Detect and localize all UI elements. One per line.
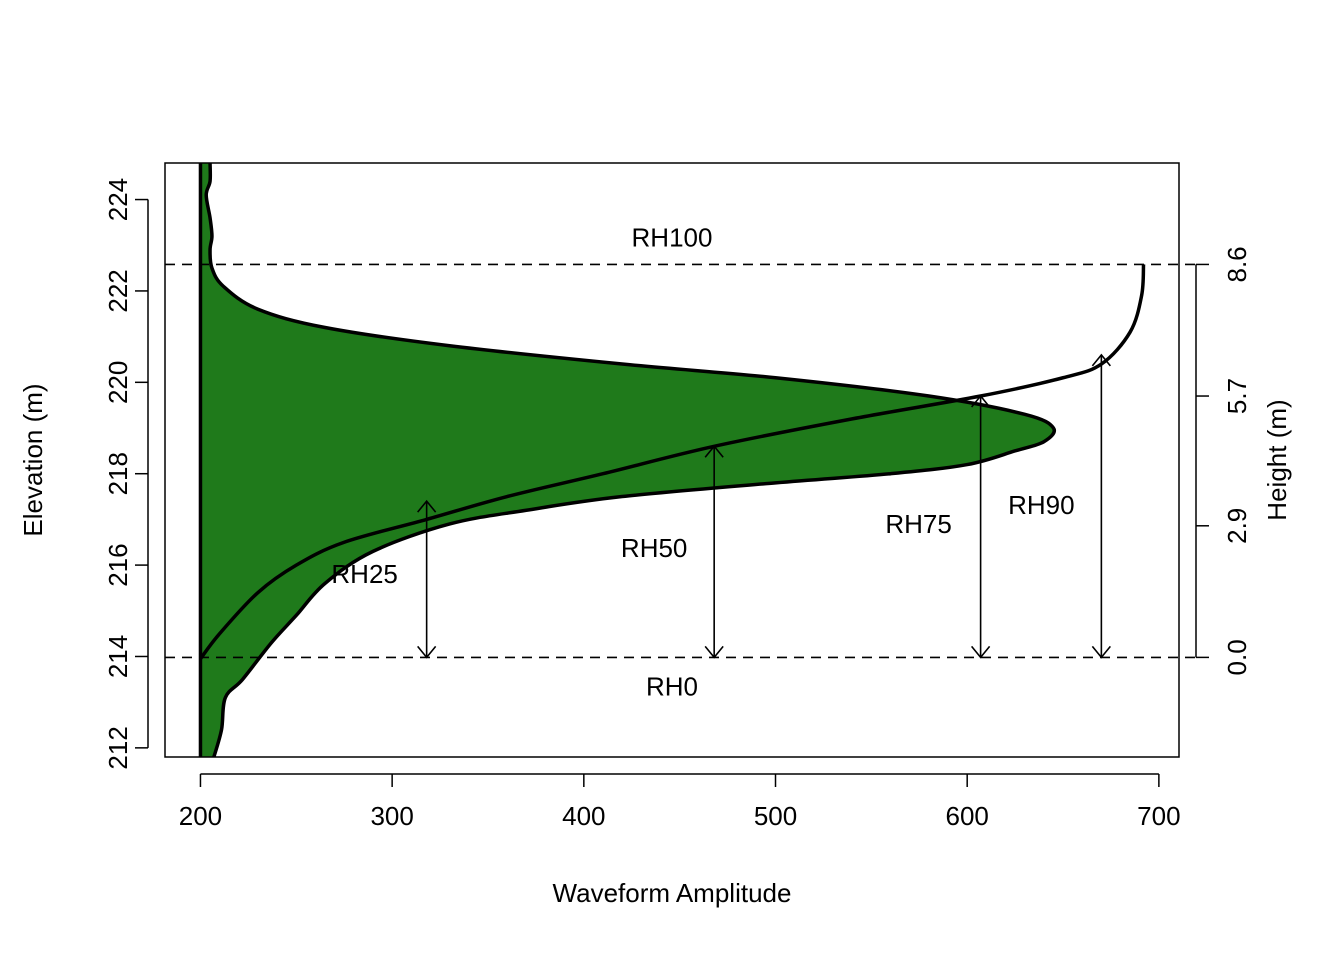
arrow-rh25 [417,499,437,659]
label-rh25: RH25 [331,559,397,589]
x-axis-title: Waveform Amplitude [553,878,792,908]
label-rh0: RH0 [646,671,698,701]
y-tick-label: 216 [103,543,133,586]
label-rh50: RH50 [621,533,687,563]
cumulative-return-curve [199,264,1146,660]
x-tick-label: 200 [179,801,222,831]
rh-arrows-layer: RH0 RH25 RH50 RH75 RH90 RH100 [331,222,1111,701]
arrow-rh50 [704,445,724,659]
reference-lines-layer [165,263,1198,659]
y-tick-label: 224 [103,178,133,221]
y-axis-right-title: Height (m) [1262,399,1292,520]
y-right-tick-label: 2.9 [1222,508,1252,544]
waveform-fill [200,163,1055,757]
axes-layer: 200 300 400 500 600 700 212 214 216 218 220 222 224 0… [103,178,1252,831]
waveform-outline [204,163,1056,757]
arrow-rh90 [1091,353,1111,659]
x-tick-label: 600 [945,801,988,831]
y-axis-left: 212 214 216 218 220 222 224 [103,178,149,770]
y-tick-label: 212 [103,726,133,769]
y-tick-label: 214 [103,635,133,678]
x-tick-label: 700 [1137,801,1180,831]
label-rh75: RH75 [885,509,951,539]
y-tick-label: 222 [103,269,133,312]
y-right-tick-label: 0.0 [1222,639,1252,675]
x-tick-label: 400 [562,801,605,831]
x-tick-label: 300 [370,801,413,831]
y-axis-right: 0.0 2.9 5.7 8.6 [1195,246,1252,675]
y-right-tick-label: 8.6 [1222,246,1252,282]
y-tick-label: 218 [103,452,133,495]
y-axis-title: Elevation (m) [18,383,48,536]
arrow-rh75 [970,394,991,659]
y-right-tick-label: 5.7 [1222,378,1252,414]
y-tick-label: 220 [103,361,133,404]
label-rh90: RH90 [1008,490,1074,520]
x-tick-label: 500 [754,801,797,831]
label-rh100: RH100 [632,222,713,252]
plot-frame [164,162,1180,758]
x-axis: 200 300 400 500 600 700 [179,773,1181,831]
